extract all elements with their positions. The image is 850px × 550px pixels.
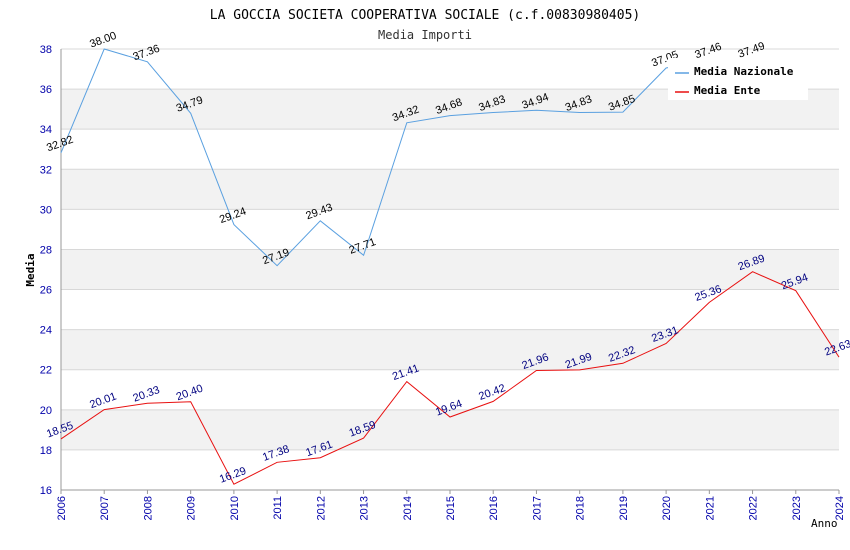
legend-box: [668, 58, 808, 100]
x-tick-label: 2014: [402, 496, 414, 520]
y-tick-label: 30: [40, 204, 52, 216]
band: [61, 449, 839, 490]
x-tick-label: 2018: [575, 496, 587, 520]
band: [61, 409, 839, 450]
chart-title: LA GOCCIA SOCIETA COOPERATIVA SOCIALE (c…: [210, 8, 640, 23]
y-axis-label: Media: [24, 253, 37, 286]
x-tick-label: 2019: [618, 496, 630, 520]
x-tick-label: 2016: [488, 496, 500, 520]
x-tick-label: 2017: [531, 496, 543, 520]
legend-label-ente: Media Ente: [694, 84, 761, 97]
x-tick-label: 2020: [661, 496, 673, 520]
y-tick-label: 16: [40, 485, 52, 497]
x-tick-label: 2006: [56, 496, 68, 520]
x-tick-label: 2008: [142, 496, 154, 520]
band: [61, 129, 839, 170]
y-tick-label: 36: [40, 84, 52, 96]
band: [61, 249, 839, 290]
y-tick-label: 22: [40, 365, 52, 377]
legend-label-nazionale: Media Nazionale: [694, 65, 794, 78]
x-tick-label: 2024: [834, 496, 846, 520]
x-axis-label: Anno: [811, 517, 838, 530]
x-tick-label: 2009: [186, 496, 198, 520]
data-label: 38.00: [88, 30, 118, 51]
y-tick-label: 32: [40, 164, 52, 176]
background-bands: [61, 49, 839, 490]
y-tick-label: 28: [40, 244, 52, 256]
series-lines: [60, 48, 840, 485]
band: [61, 209, 839, 250]
y-tick-label: 24: [40, 325, 52, 337]
band: [61, 169, 839, 210]
x-tick-label: 2023: [791, 496, 803, 520]
series-line-1: [60, 271, 840, 485]
band: [61, 369, 839, 410]
x-tick-label: 2022: [748, 496, 760, 520]
band: [61, 289, 839, 330]
y-tick-label: 38: [40, 44, 52, 56]
x-tick-label: 2015: [445, 496, 457, 520]
x-tick-label: 2007: [99, 496, 111, 520]
series-line-0: [60, 48, 753, 267]
y-tick-label: 26: [40, 285, 52, 297]
y-tick-label: 34: [40, 124, 52, 136]
x-tick-label: 2013: [359, 496, 371, 520]
x-tick-label: 2012: [315, 496, 327, 520]
x-tick-label: 2011: [272, 496, 284, 520]
legend: Media Nazionale Media Ente: [668, 58, 808, 100]
x-tick-label: 2010: [229, 496, 241, 520]
band: [61, 329, 839, 370]
y-tick-label: 20: [40, 405, 52, 417]
x-tick-label: 2021: [704, 496, 716, 520]
chart-subtitle: Media Importi: [378, 28, 472, 42]
y-tick-label: 18: [40, 445, 52, 457]
